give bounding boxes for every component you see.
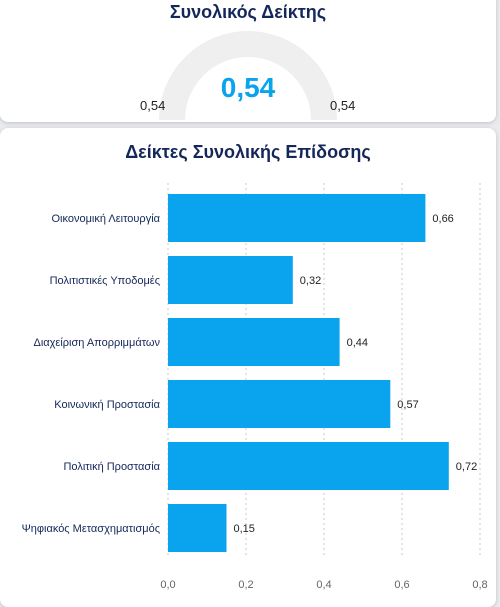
gauge-min-label: 0,54 — [140, 98, 166, 113]
category-label: Κοινωνική Προστασία — [54, 399, 160, 411]
x-tick-label: 0,0 — [160, 579, 175, 591]
bar-chart-card: Δείκτες Συνολικής Επίδοσης 0,0 0,2 0,4 0,6 0… — [0, 128, 496, 607]
gauge-track — [159, 31, 337, 121]
x-tick-label: 0,6 — [394, 579, 409, 591]
data-label: 0,15 — [234, 523, 255, 535]
category-label: Πολιτική Προστασία — [63, 461, 160, 473]
bar — [168, 380, 391, 428]
category-label: Οικονομική Λειτουργία — [51, 213, 160, 225]
x-tick-label: 0,4 — [316, 579, 331, 591]
gauge-max-label: 0,54 — [330, 98, 356, 113]
category-label: Πολιτιστικές Υποδομές — [50, 275, 160, 287]
data-label: 0,32 — [300, 275, 321, 287]
bar — [168, 194, 426, 242]
data-label: 0,57 — [397, 399, 418, 411]
category-label: Ψηφιακός Μετασχηματισμός — [22, 523, 160, 535]
gauge-card: Συνολικός Δείκτης 0,54 0,54 0,54 — [0, 0, 496, 122]
data-label: 0,44 — [347, 337, 368, 349]
gauge-arc — [159, 31, 337, 121]
gauge-value: 0,54 — [220, 72, 276, 103]
bar — [168, 256, 293, 304]
chart-title: Δείκτες Συνολικής Επίδοσης — [125, 142, 371, 162]
bar-chart: 0,0 0,2 0,4 0,6 0,8 Οικονομική Λειτουργία 0,66… — [22, 183, 488, 591]
gauge-title: Συνολικός Δείκτης — [169, 2, 327, 22]
bar — [168, 504, 227, 552]
bar — [168, 318, 340, 366]
x-tick-label: 0,8 — [472, 579, 487, 591]
bar — [168, 442, 449, 490]
category-label: Διαχείριση Απορριμμάτων — [34, 337, 161, 349]
data-label: 0,66 — [432, 213, 453, 225]
data-label: 0,72 — [456, 461, 477, 473]
x-tick-label: 0,2 — [238, 579, 253, 591]
